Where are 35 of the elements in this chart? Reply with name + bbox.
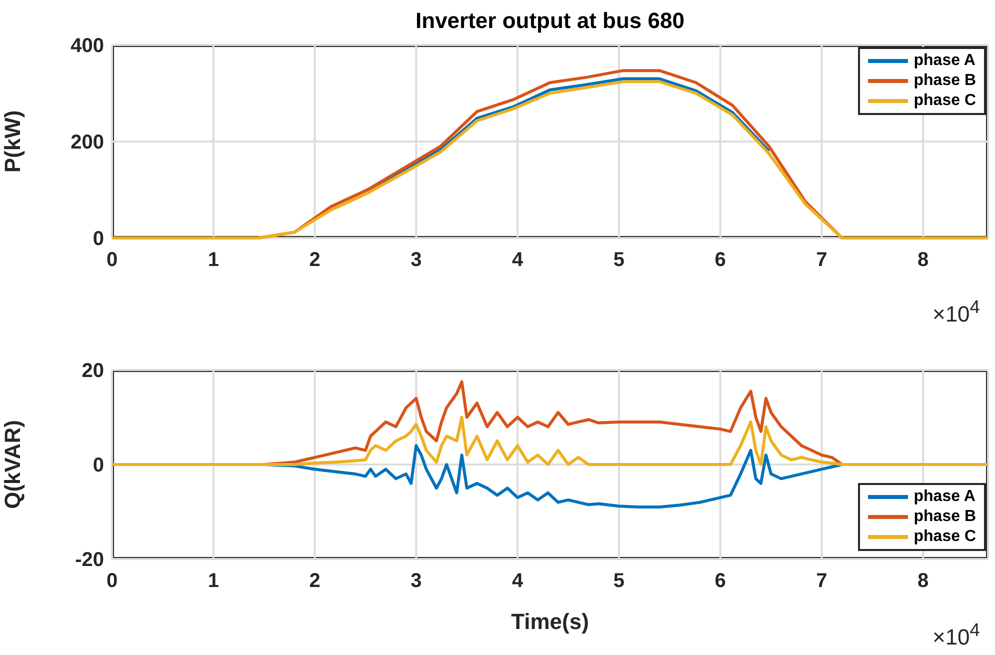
y-axis-title: P(kW) bbox=[0, 110, 25, 173]
y-axis-title: Q(kVAR) bbox=[0, 420, 25, 509]
text: ×10$^{4}$ bbox=[932, 619, 980, 650]
x-tick-label: 5 bbox=[613, 249, 625, 272]
x-tick-label: 5 bbox=[613, 570, 625, 592]
legend-label: phase C bbox=[914, 527, 976, 547]
y-tick-label: 200 bbox=[70, 132, 104, 154]
y-tick-label: -20 bbox=[75, 549, 104, 572]
legend-label: phase A bbox=[914, 51, 976, 71]
x-tick-label: 2 bbox=[309, 570, 320, 592]
x-tick-label: 2 bbox=[309, 249, 320, 272]
x-axis-title: Time(s) bbox=[511, 609, 589, 634]
chart-title: Inverter output at bus 680 bbox=[414, 8, 686, 34]
legend-label: phase A bbox=[914, 487, 976, 507]
x-tick-label: 6 bbox=[714, 570, 726, 592]
legend-label: phase B bbox=[914, 71, 976, 91]
y-tick-label: 400 bbox=[70, 35, 104, 58]
legend-label: phase B bbox=[914, 507, 976, 527]
y-tick-label: 20 bbox=[82, 360, 104, 382]
x-tick-label: 6 bbox=[714, 249, 726, 272]
y-tick-label: 0 bbox=[92, 454, 104, 477]
x-tick-label: 8 bbox=[918, 570, 929, 592]
x-tick-label: 1 bbox=[208, 249, 219, 272]
x-tick-label: 7 bbox=[816, 249, 828, 272]
y-tick-label: 0 bbox=[92, 228, 104, 250]
line-series bbox=[110, 416, 990, 466]
x-tick-label: 3 bbox=[410, 570, 422, 592]
text: ×10$^{4}$ bbox=[932, 296, 980, 328]
x-tick-label: 4 bbox=[512, 570, 524, 592]
x-tick-label: 1 bbox=[208, 570, 219, 592]
legend-label: phase C bbox=[914, 91, 976, 111]
x-tick-label: 7 bbox=[816, 570, 828, 592]
x-tick-label: 8 bbox=[918, 249, 929, 272]
x-tick-label: 4 bbox=[512, 249, 524, 272]
x-tick-label: 3 bbox=[410, 249, 422, 272]
